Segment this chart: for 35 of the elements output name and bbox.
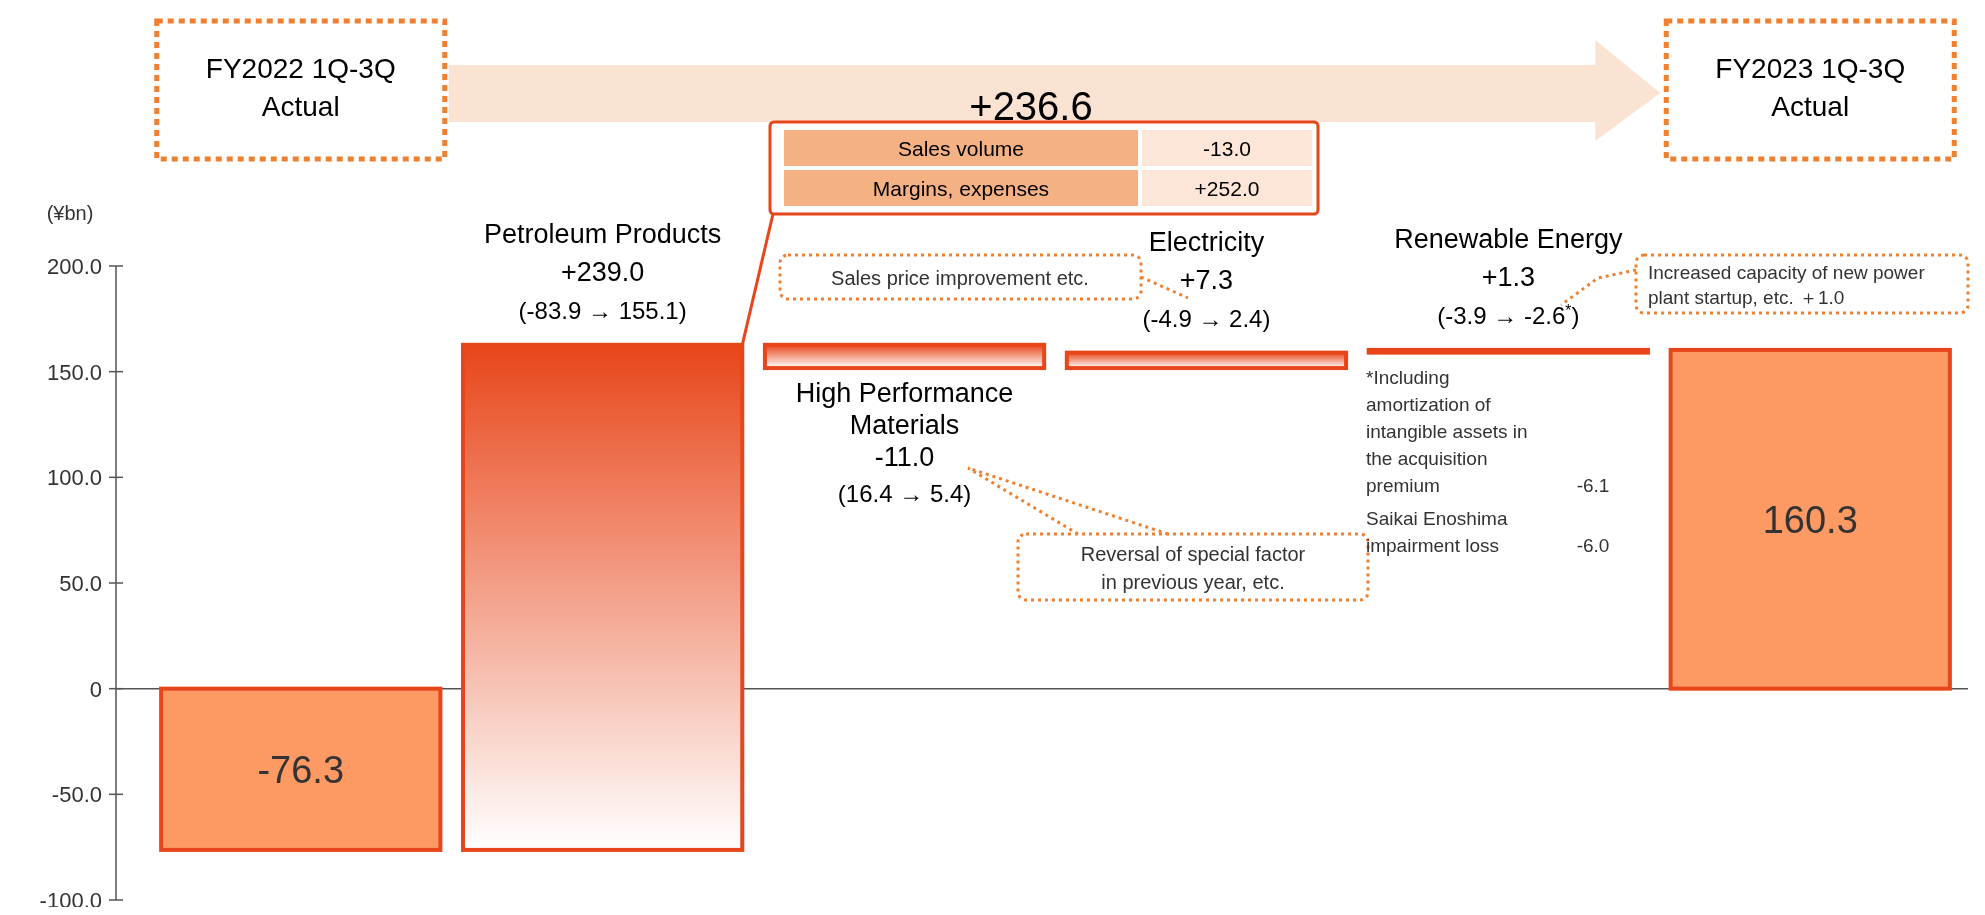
data-label: -11.0 — [874, 442, 935, 473]
y-tick-label: 100.0 — [46, 465, 102, 491]
text: Sales volume — [897, 137, 1025, 160]
text: +252.0 — [1194, 177, 1260, 200]
y-tick-label: 150.0 — [46, 359, 102, 385]
x-tick-label: High Performance Materials — [795, 378, 1014, 441]
annotation: Reversal of special factor in previous year, etc. — [1080, 543, 1306, 593]
annotation: (-4.9 → 2.4) — [1142, 304, 1271, 332]
y-tick-label: 0 — [89, 676, 102, 702]
y-tick-label: 50.0 — [59, 571, 102, 596]
annotation: Increased capacity of new power plant startup, etc. ＋1.0 — [1648, 262, 1926, 308]
y-axis-title: (¥bn) — [46, 202, 94, 224]
text: Margins, expenses — [872, 177, 1050, 200]
data-label: -76.3 — [257, 749, 345, 792]
x-tick-label: Renewable Energy — [1394, 223, 1623, 254]
x-tick-label: Petroleum Products — [484, 218, 722, 249]
annotation: Sales price improvement etc. — [831, 267, 1089, 289]
data-label: 160.3 — [1762, 499, 1858, 542]
data-label: +1.3 — [1481, 261, 1536, 292]
text: -13.0 — [1203, 137, 1251, 160]
y-tick-label: -50.0 — [51, 782, 102, 808]
x-tick-label: FY2022 1Q-3Q Actual — [205, 53, 396, 122]
data-label: +239.0 — [560, 256, 645, 287]
data-label: +7.3 — [1179, 264, 1234, 295]
annotation: -6.1 — [1576, 475, 1610, 496]
annotation: -6.0 — [1576, 535, 1610, 556]
text: +236.6 — [969, 84, 1093, 128]
annotation: (-3.9 → -2.6$^{*}$) — [1437, 301, 1580, 329]
annotation: (16.4 → 5.4) — [837, 480, 972, 508]
annotation: Saikai Enoshima impairment loss — [1366, 508, 1508, 556]
y-tick-label: 200.0 — [46, 254, 102, 279]
annotation: *Including amortization of intangible assets in the acquisition premium — [1366, 367, 1528, 496]
x-tick-label: FY2023 1Q-3Q Actual — [1715, 53, 1906, 122]
x-tick-label: Electricity — [1148, 226, 1265, 257]
annotation: (-83.9 → 155.1) — [518, 296, 687, 324]
